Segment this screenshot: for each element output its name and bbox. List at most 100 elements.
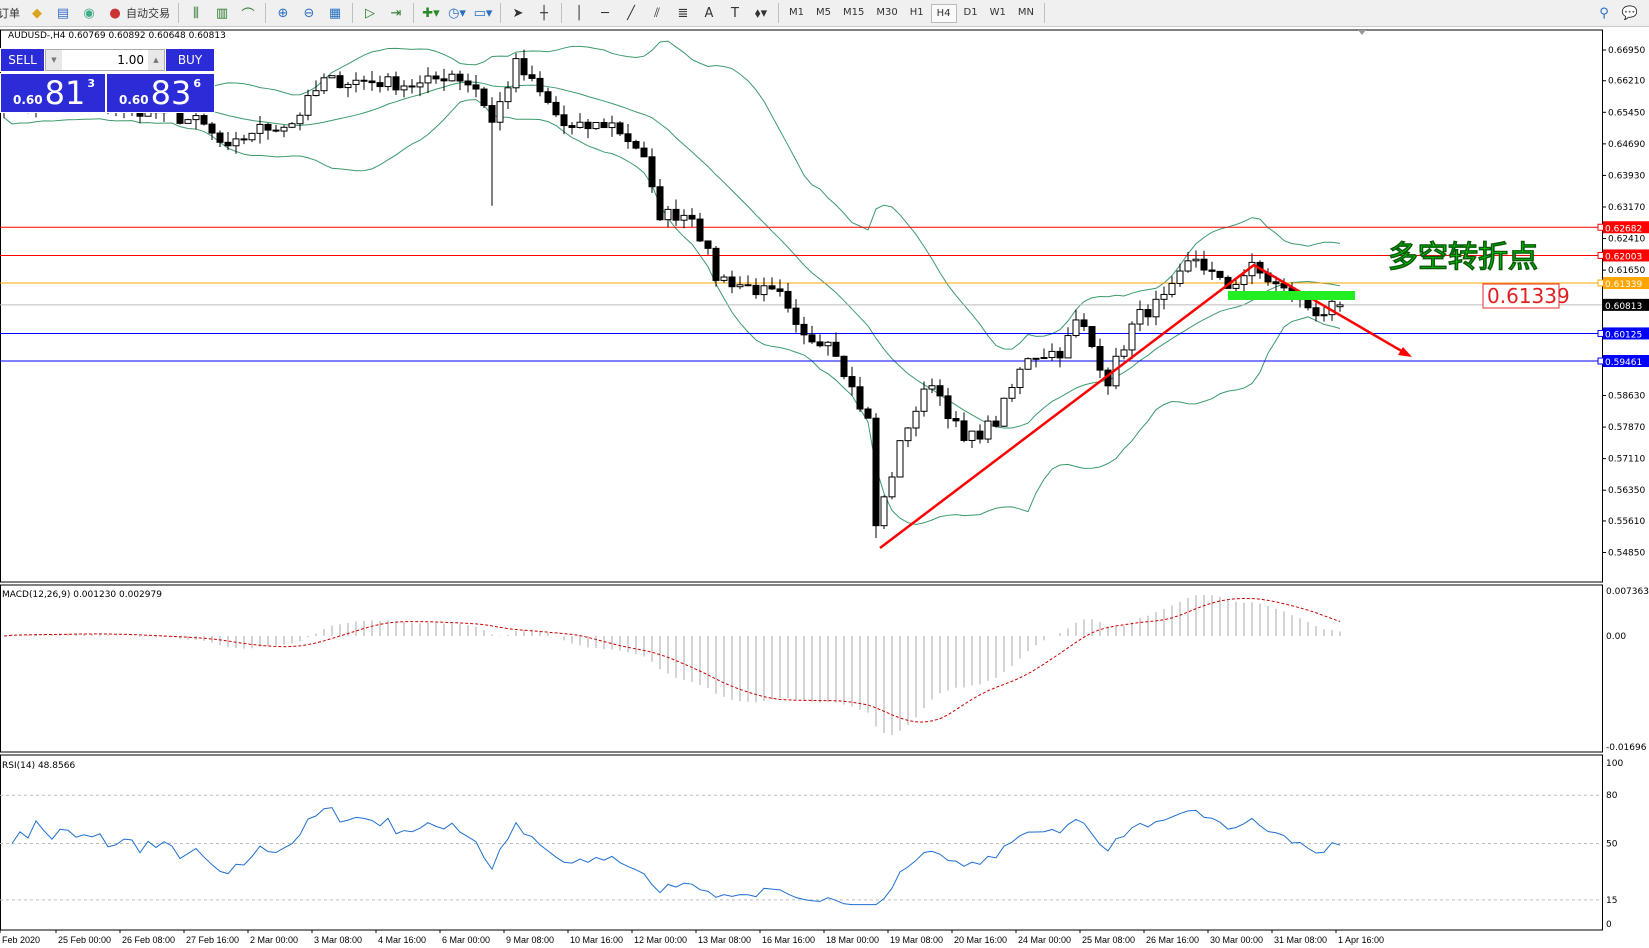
bb-upper-line: [3, 40, 1341, 350]
level-price-label: 0.61339: [1605, 280, 1642, 290]
candle-body: [720, 276, 728, 281]
timeframe-d1[interactable]: D1: [963, 6, 978, 18]
price-tick-label: 0.61650: [1608, 266, 1645, 276]
chart-area[interactable]: 0.62682 0.62003 0.61339 0.60125 0.59461 多空转折点…: [0, 29, 1649, 948]
candle-body: [344, 83, 352, 89]
fibonacci-icon[interactable]: ≣: [677, 5, 689, 21]
arrows-icon[interactable]: ⬧▾: [754, 5, 768, 21]
timeframe-bar: M1 M5 M15 M30 H1 H4 D1 W1 MN: [783, 3, 1040, 23]
candle-body: [1168, 282, 1176, 295]
candlestick-icon[interactable]: ▥: [215, 5, 229, 21]
timeframe-m5[interactable]: M5: [816, 6, 831, 18]
signals-icon[interactable]: ◉: [83, 5, 95, 21]
candle-body: [984, 420, 992, 440]
lot-increase-icon[interactable]: ▲: [148, 50, 164, 70]
search-icon[interactable]: ⚲: [1599, 5, 1609, 21]
auto-trading-icon[interactable]: ●: [109, 5, 121, 21]
timeframe-h4[interactable]: H4: [930, 3, 957, 23]
candle-body: [296, 114, 304, 125]
timeframe-m1[interactable]: M1: [789, 6, 804, 18]
time-label: 3 Mar 08:00: [314, 935, 362, 945]
timeframe-m15[interactable]: M15: [843, 6, 865, 18]
candle-body: [208, 123, 216, 134]
periods-icon[interactable]: ◷▾: [448, 5, 466, 21]
bar-chart-icon[interactable]: ⫼: [193, 5, 199, 21]
horizontal-line-icon[interactable]: ─: [601, 5, 609, 21]
macd-frame: [0, 584, 1603, 753]
time-label: 20 Mar 16:00: [954, 935, 1007, 945]
lot-decrease-icon[interactable]: ▼: [46, 50, 62, 70]
timeframe-mn[interactable]: MN: [1017, 6, 1034, 18]
auto-scroll-icon[interactable]: ▷: [365, 5, 375, 21]
auto-trading-button[interactable]: 自动交易: [126, 7, 170, 20]
candle-body: [576, 121, 584, 128]
candle-body: [1192, 258, 1200, 262]
new-order-button[interactable]: 订单: [0, 7, 20, 20]
cursor-icon[interactable]: ➤: [512, 5, 524, 21]
candle-body: [992, 420, 1000, 427]
level-price-label: 0.62682: [1605, 224, 1642, 234]
candle-body: [304, 95, 312, 116]
sell-price-fraction: 3: [87, 76, 95, 90]
templates-icon[interactable]: ▭▾: [473, 5, 493, 21]
time-label: 26 Feb 08:00: [122, 935, 175, 945]
symbol-info: AUDUSD-,H4 0.60769 0.60892 0.60648 0.608…: [8, 31, 226, 41]
candle-body: [808, 334, 816, 343]
text-label-icon[interactable]: T: [731, 5, 739, 21]
candle-body: [760, 285, 768, 296]
candle-body: [176, 111, 184, 124]
macd-signal-line: [3, 597, 1341, 723]
divider: [352, 3, 353, 23]
navigator-icon[interactable]: ▤: [56, 5, 70, 21]
rsi-label: RSI(14) 48.8566: [2, 761, 75, 771]
sell-price[interactable]: 0.60 81 3: [0, 72, 106, 113]
price-tick-label: 0.56350: [1608, 486, 1645, 496]
buy-button[interactable]: BUY: [165, 48, 215, 72]
sell-price-pips: 81: [44, 73, 86, 112]
candle-body: [1040, 357, 1048, 360]
current-price-label: 0.60813: [1605, 302, 1642, 312]
timeframe-h1[interactable]: H1: [909, 6, 924, 18]
candle-body: [264, 123, 272, 131]
current-price-tag: [1603, 298, 1649, 311]
candle-body: [616, 122, 624, 135]
candle-body: [896, 440, 904, 478]
indicators-icon[interactable]: ✚▾: [422, 5, 440, 21]
divider: [561, 3, 562, 23]
line-chart-icon[interactable]: ⌒: [241, 7, 255, 23]
metaeditor-icon[interactable]: ◆: [32, 5, 42, 21]
candle-body: [688, 214, 696, 220]
candle-body: [968, 430, 976, 441]
candle-body: [216, 132, 224, 143]
candle-body: [960, 420, 968, 441]
time-label: 2 Mar 00:00: [250, 935, 298, 945]
candle-body: [872, 417, 880, 527]
time-label: 24 Mar 00:00: [1018, 935, 1071, 945]
chat-icon[interactable]: 💬: [1621, 5, 1639, 21]
vertical-line-icon[interactable]: │: [575, 5, 583, 21]
sell-button[interactable]: SELL: [0, 48, 45, 72]
timeframe-w1[interactable]: W1: [989, 6, 1006, 18]
zoom-in-icon[interactable]: ⊕: [277, 5, 289, 21]
level-price-tag: [1603, 355, 1649, 368]
lot-value[interactable]: 1.00: [117, 53, 144, 67]
zoom-out-icon[interactable]: ⊖: [303, 5, 315, 21]
trendline-icon[interactable]: ╱: [627, 5, 635, 21]
lot-size-input[interactable]: ▼ 1.00 ▲: [45, 49, 165, 71]
candle-body: [1144, 309, 1152, 318]
candle-body: [392, 76, 400, 91]
time-label: 12 Mar 00:00: [634, 935, 687, 945]
time-label: 30 Mar 00:00: [1210, 935, 1263, 945]
candle-body: [1064, 335, 1072, 359]
equidistant-channel-icon[interactable]: ⫽: [654, 5, 660, 21]
one-click-trading-panel: SELL ▼ 1.00 ▲ BUY 0.60 81 3 0.60 83 6: [0, 48, 215, 113]
timeframe-m30[interactable]: M30: [876, 6, 898, 18]
buy-price[interactable]: 0.60 83 6: [106, 72, 215, 113]
chart-shift-icon[interactable]: ⇥: [390, 5, 402, 21]
text-icon[interactable]: A: [704, 5, 714, 21]
candle-body: [256, 123, 264, 134]
tile-windows-icon[interactable]: ▦: [328, 5, 342, 21]
main-chart-frame: [0, 29, 1603, 583]
crosshair-icon[interactable]: ┼: [540, 5, 548, 21]
candle-body: [496, 101, 504, 123]
